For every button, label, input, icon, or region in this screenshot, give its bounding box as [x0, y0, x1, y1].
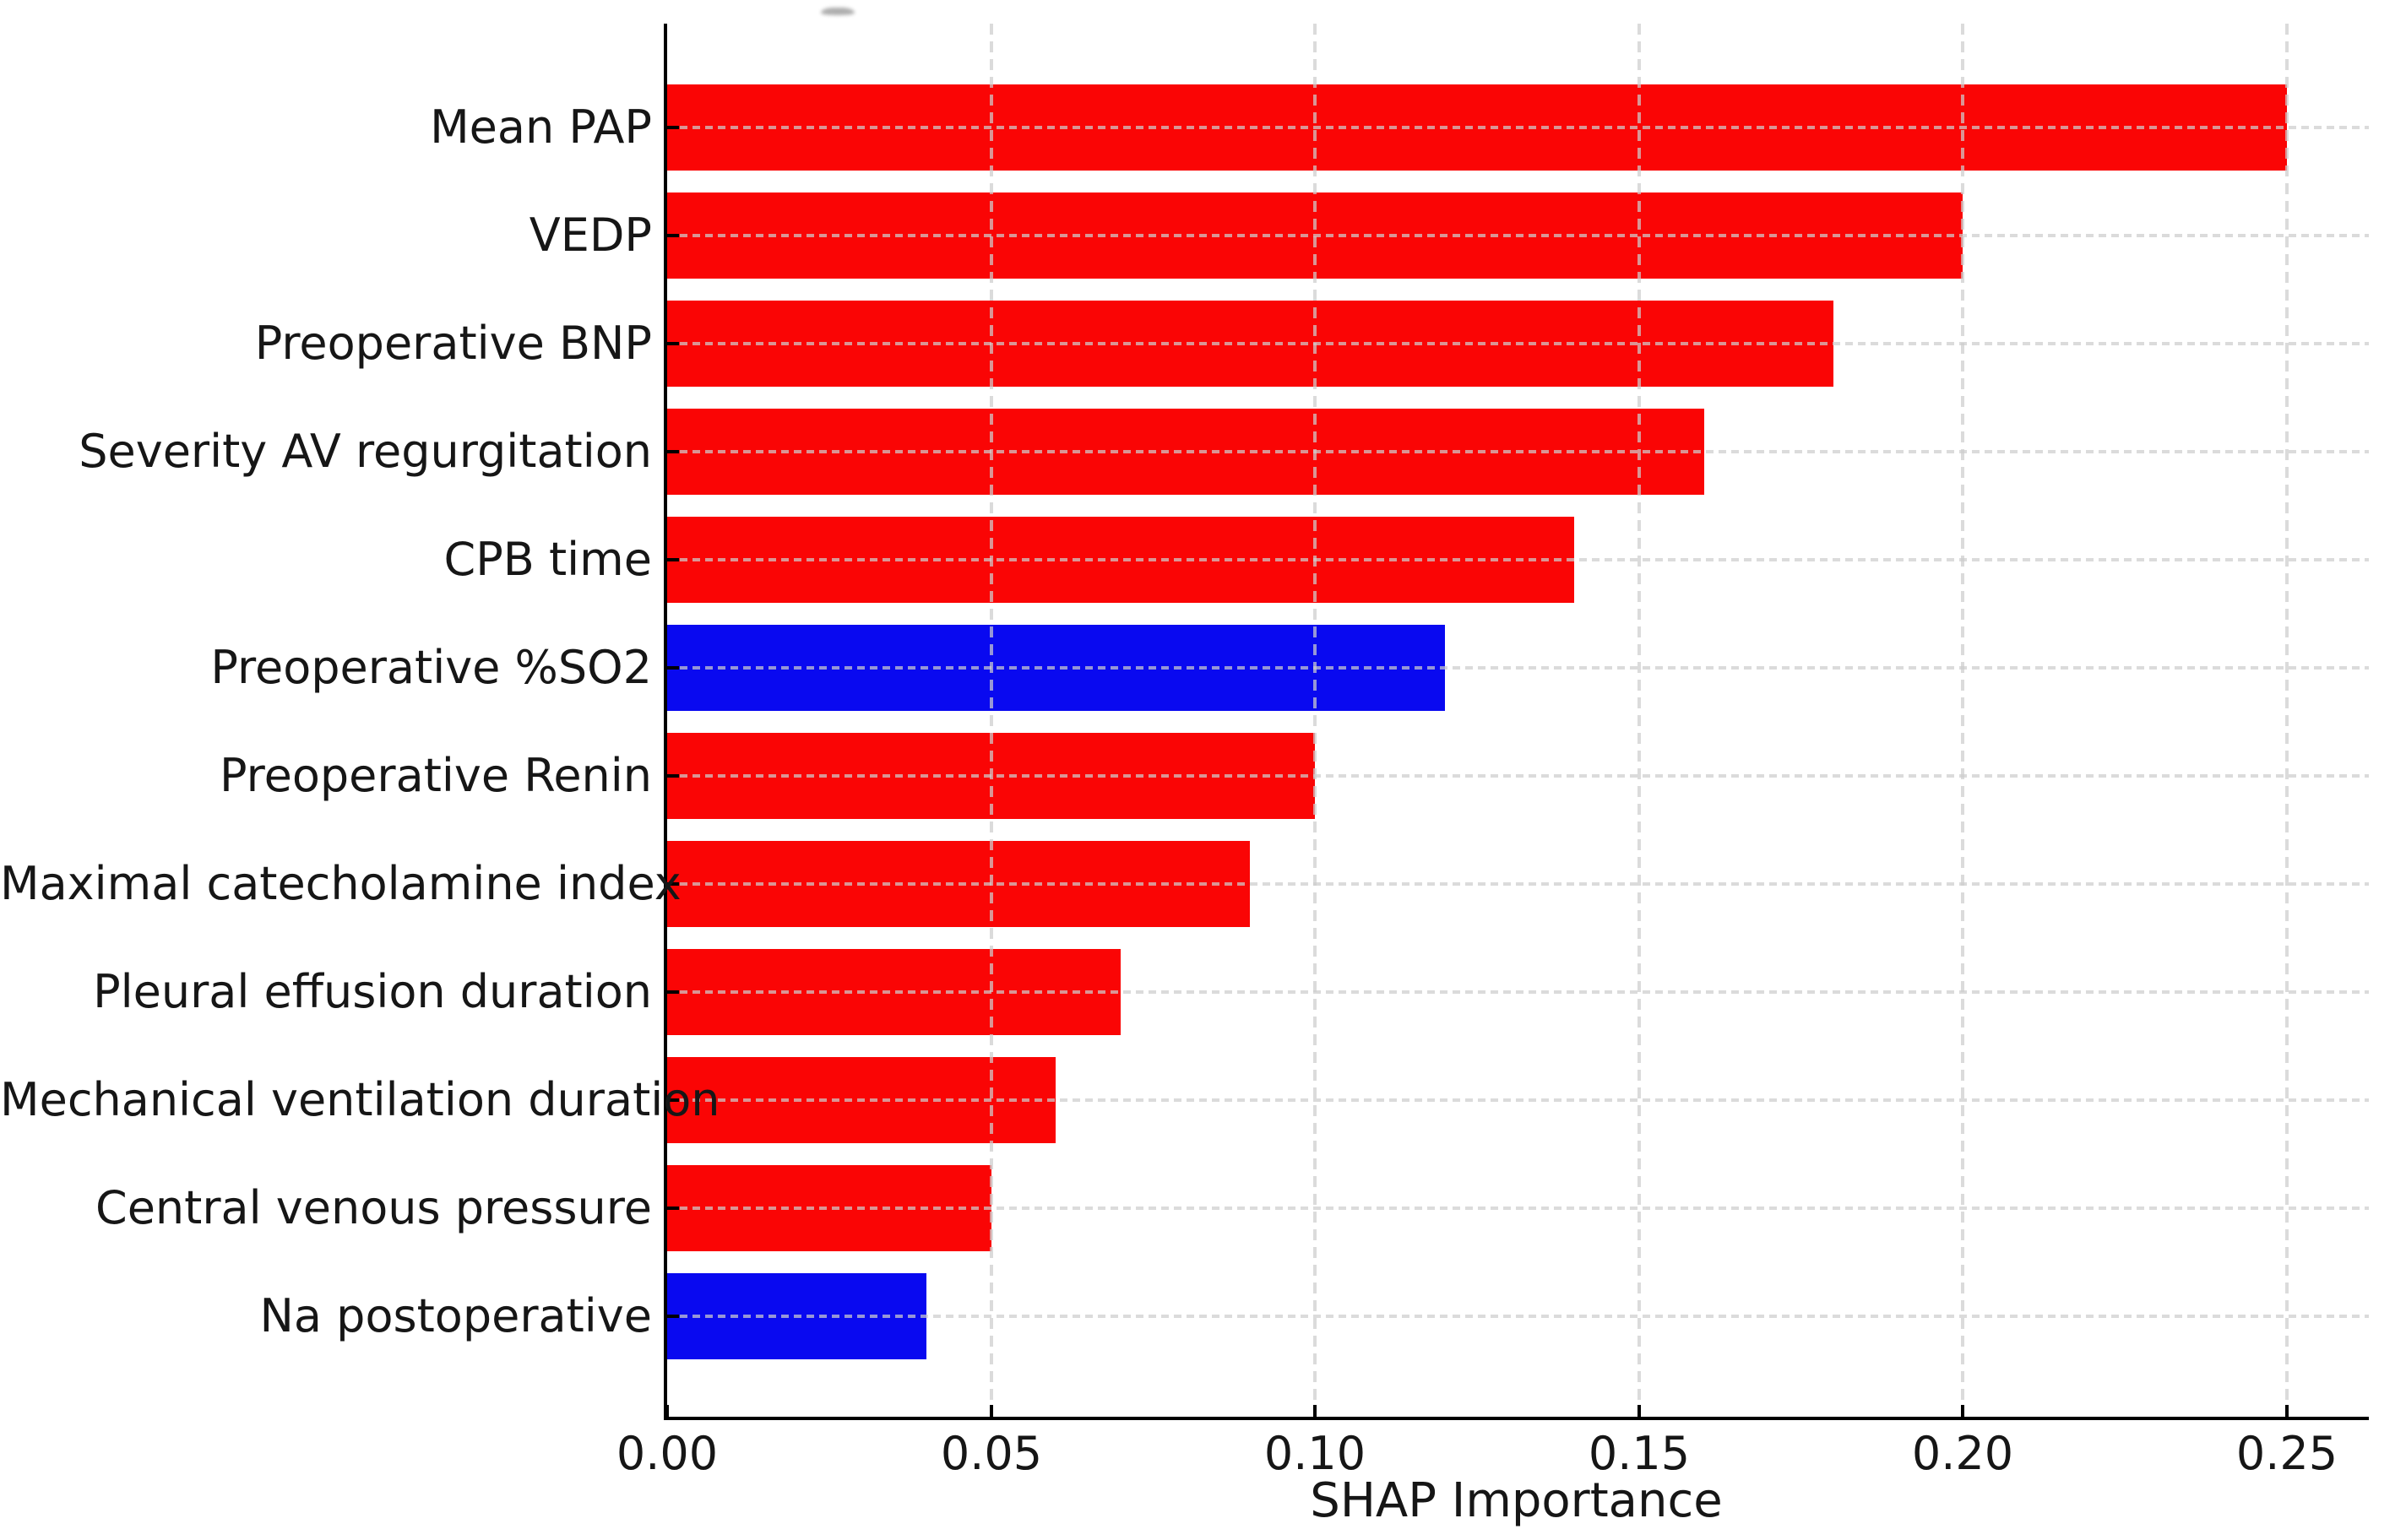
x-tick-label-0.10: 0.10 — [1263, 1427, 1366, 1480]
y-tick-label-preoperative-bnp: Preoperative BNP — [254, 317, 652, 370]
y-tick-mark-severity-av-regurgitation — [667, 450, 679, 453]
y-tick-mark-mean-pap — [667, 126, 679, 129]
x-tick-mark-0.15 — [1637, 1405, 1641, 1417]
x-tick-mark-0.00 — [665, 1405, 669, 1417]
bar-vedp — [667, 192, 1963, 279]
y-tick-mark-preoperative-so2 — [667, 666, 679, 670]
y-tick-mark-na-postoperative — [667, 1315, 679, 1318]
x-tick-mark-0.10 — [1313, 1405, 1317, 1417]
y-tick-mark-vedp — [667, 234, 679, 237]
y-tick-mark-mechanical-ventilation-duration — [667, 1098, 679, 1102]
y-tick-label-maximal-catecholamine-index: Maximal catecholamine index — [0, 857, 682, 910]
y-tick-label-preoperative-so2: Preoperative %SO2 — [210, 641, 652, 694]
y-tick-label-cpb-time: CPB time — [443, 533, 652, 586]
bar-preoperative-so2 — [667, 625, 1445, 711]
y-tick-mark-cpb-time — [667, 558, 679, 561]
y-tick-label-mean-pap: Mean PAP — [430, 100, 652, 154]
bar-central-venous-pressure — [667, 1165, 991, 1251]
bar-mean-pap — [667, 84, 2287, 171]
y-tick-label-central-venous-pressure: Central venous pressure — [95, 1181, 652, 1234]
y-tick-mark-maximal-catecholamine-index — [667, 882, 679, 886]
bar-cpb-time — [667, 517, 1574, 603]
y-tick-label-vedp: VEDP — [529, 209, 652, 262]
x-tick-label-0.20: 0.20 — [1911, 1427, 2014, 1480]
x-tick-label-0.00: 0.00 — [616, 1427, 719, 1480]
x-tick-label-0.25: 0.25 — [2235, 1427, 2338, 1480]
bar-severity-av-regurgitation — [667, 409, 1704, 495]
x-tick-mark-0.05 — [990, 1405, 993, 1417]
y-tick-label-pleural-effusion-duration: Pleural effusion duration — [93, 965, 652, 1018]
x-tick-label-0.05: 0.05 — [940, 1427, 1043, 1480]
y-tick-label-na-postoperative: Na postoperative — [259, 1289, 652, 1342]
y-tick-mark-preoperative-renin — [667, 774, 679, 778]
y-tick-label-severity-av-regurgitation: Severity AV regurgitation — [79, 425, 652, 478]
plot-area — [664, 24, 2369, 1420]
x-tick-label-0.15: 0.15 — [1588, 1427, 1691, 1480]
x-tick-mark-0.25 — [2285, 1405, 2289, 1417]
bar-preoperative-renin — [667, 733, 1315, 819]
x-tick-mark-0.20 — [1961, 1405, 1964, 1417]
bar-maximal-catecholamine-index — [667, 841, 1250, 927]
x-axis-title: SHAP Importance — [1310, 1473, 1723, 1528]
y-tick-mark-central-venous-pressure — [667, 1207, 679, 1210]
cropped-title-artifact — [821, 8, 855, 15]
y-tick-label-mechanical-ventilation-duration: Mechanical ventilation duration — [0, 1073, 720, 1126]
bar-mechanical-ventilation-duration — [667, 1057, 1056, 1143]
vertical-gridline-0.25 — [2285, 24, 2289, 1417]
bar-na-postoperative — [667, 1273, 926, 1359]
y-tick-label-preoperative-renin: Preoperative Renin — [220, 749, 652, 802]
y-tick-mark-preoperative-bnp — [667, 342, 679, 345]
y-tick-mark-pleural-effusion-duration — [667, 990, 679, 994]
bar-preoperative-bnp — [667, 301, 1833, 387]
bar-pleural-effusion-duration — [667, 949, 1121, 1035]
